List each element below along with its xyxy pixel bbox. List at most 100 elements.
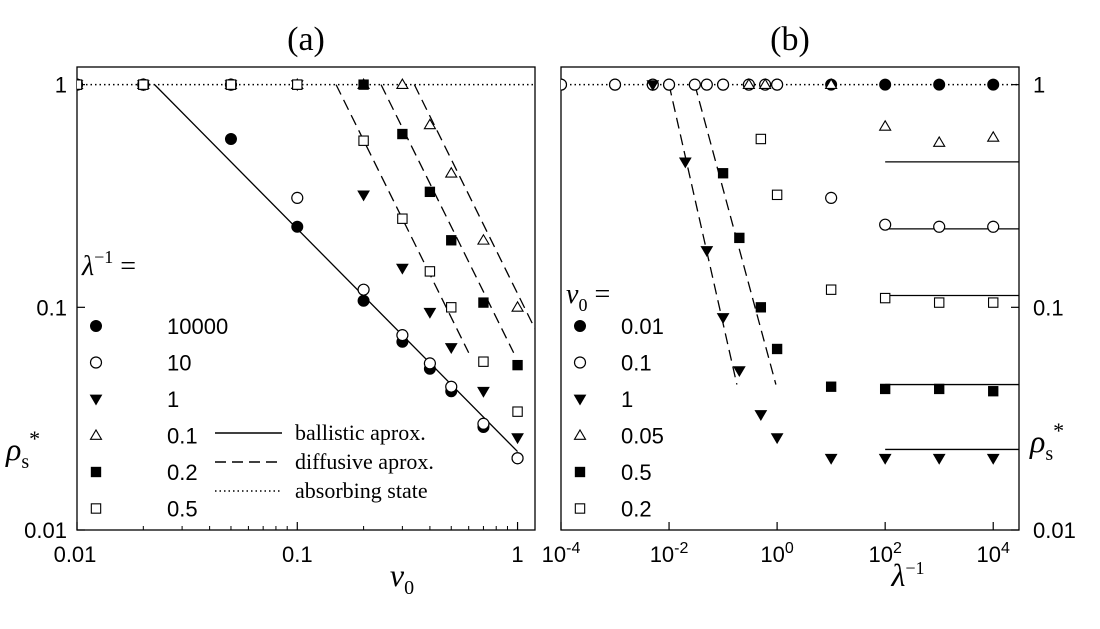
fit-line-solid [154, 84, 519, 453]
data-point [755, 133, 767, 145]
data-point [700, 246, 714, 257]
data-point [732, 366, 746, 378]
legend-label: 10000 [167, 314, 228, 339]
data-point [879, 218, 892, 231]
data-point [678, 157, 692, 169]
legend-label: 0.01 [621, 314, 664, 339]
data-point [444, 166, 458, 178]
plot-area [77, 78, 535, 465]
legend-title: λ−1 = [81, 247, 136, 282]
data-point [224, 132, 237, 145]
line-legend-label: diffusive aprox. [295, 449, 434, 474]
data-point [932, 135, 946, 147]
x-tick-label: 1 [511, 542, 523, 567]
panel-b: (b) 10-4 10-2 100 102 104 0.01 0.1 1 λ−1 ρs* v0 = 0.… [542, 21, 1076, 593]
line-legend-label: absorbing state [295, 478, 428, 503]
legend-marker [574, 503, 586, 514]
data-point [754, 410, 768, 422]
x-tick-label: 0.01 [54, 542, 97, 567]
data-point [700, 78, 713, 91]
data-point [771, 78, 784, 91]
y-tick-label: 0.1 [1033, 295, 1064, 320]
legend-label: 1 [167, 387, 179, 412]
data-point [934, 383, 945, 395]
data-point [734, 232, 745, 244]
data-point [423, 357, 437, 370]
data-point [771, 189, 783, 201]
data-point [561, 78, 568, 91]
data-point [477, 417, 490, 430]
data-point [477, 386, 490, 398]
x-tick-label: 10-4 [542, 540, 581, 567]
data-point [396, 329, 409, 342]
plot-frame [76, 66, 536, 531]
data-point [986, 453, 1000, 465]
data-point [755, 302, 767, 313]
data-point [933, 220, 946, 233]
data-point [771, 343, 783, 355]
x-tick-label: 104 [977, 540, 1010, 567]
fit-line-dashed [668, 84, 738, 385]
legend: v0 = 0.01 0.1 1 0.05 0.5 0.2 [566, 279, 664, 522]
line-legend: ballistic aprox. diffusive aprox. absorbin… [215, 420, 434, 503]
panel-a: (a) 0.01 0.1 1 0.01 0.1 1 v0 ρs* λ−1 = 10000 10 1 0.1… [5, 21, 536, 599]
data-point [478, 356, 489, 367]
data-point [446, 302, 457, 313]
data-point [879, 78, 892, 91]
data-point [358, 79, 369, 90]
legend-label: 0.5 [621, 460, 652, 485]
data-point [397, 128, 408, 140]
data-point [357, 294, 370, 307]
legend: λ−1 = 10000 10 1 0.1 0.2 0.5 [81, 247, 228, 522]
data-point [423, 118, 437, 130]
legend-marker [90, 320, 102, 332]
data-point [291, 191, 304, 204]
data-point [988, 386, 999, 397]
plot-area [561, 78, 1019, 465]
data-point [987, 297, 999, 308]
y-tick-label: 1 [55, 73, 67, 98]
data-point [292, 79, 303, 90]
x-tick-label: 10-2 [650, 540, 689, 567]
data-point [358, 135, 369, 146]
legend-marker [573, 428, 587, 440]
data-point [424, 186, 436, 198]
fit-line-dashed [413, 84, 535, 330]
data-point [933, 297, 945, 308]
legend-marker [574, 466, 586, 478]
data-point [716, 313, 730, 324]
data-point [879, 292, 891, 304]
legend-label: 0.05 [621, 424, 664, 449]
data-point [824, 453, 838, 465]
legend-label: 0.2 [621, 497, 652, 522]
data-point [395, 78, 409, 90]
data-point [423, 307, 437, 319]
data-point [397, 213, 408, 224]
data-point [825, 381, 837, 392]
legend-label: 0.1 [167, 424, 198, 449]
x-tick-label: 102 [868, 540, 901, 567]
data-point [511, 452, 524, 465]
data-point [511, 300, 525, 312]
legend-marker [90, 503, 102, 514]
legend-marker [573, 394, 587, 406]
x-axis-label: v0 [390, 557, 414, 599]
data-point [646, 80, 660, 92]
data-point [77, 79, 83, 90]
data-point [357, 190, 370, 202]
legend-marker [89, 428, 103, 440]
legend-label: 10 [167, 351, 191, 376]
panel-title: (a) [287, 21, 325, 58]
y-tick-label: 0.01 [24, 518, 67, 543]
legend-label: 1 [621, 387, 633, 412]
data-point [879, 383, 891, 395]
data-point [445, 380, 458, 393]
legend-label: 0.1 [621, 351, 652, 376]
data-point [878, 453, 892, 465]
data-point [608, 78, 622, 91]
data-point [424, 266, 436, 277]
data-point [476, 233, 490, 245]
data-point [396, 263, 409, 275]
data-point [225, 79, 237, 90]
